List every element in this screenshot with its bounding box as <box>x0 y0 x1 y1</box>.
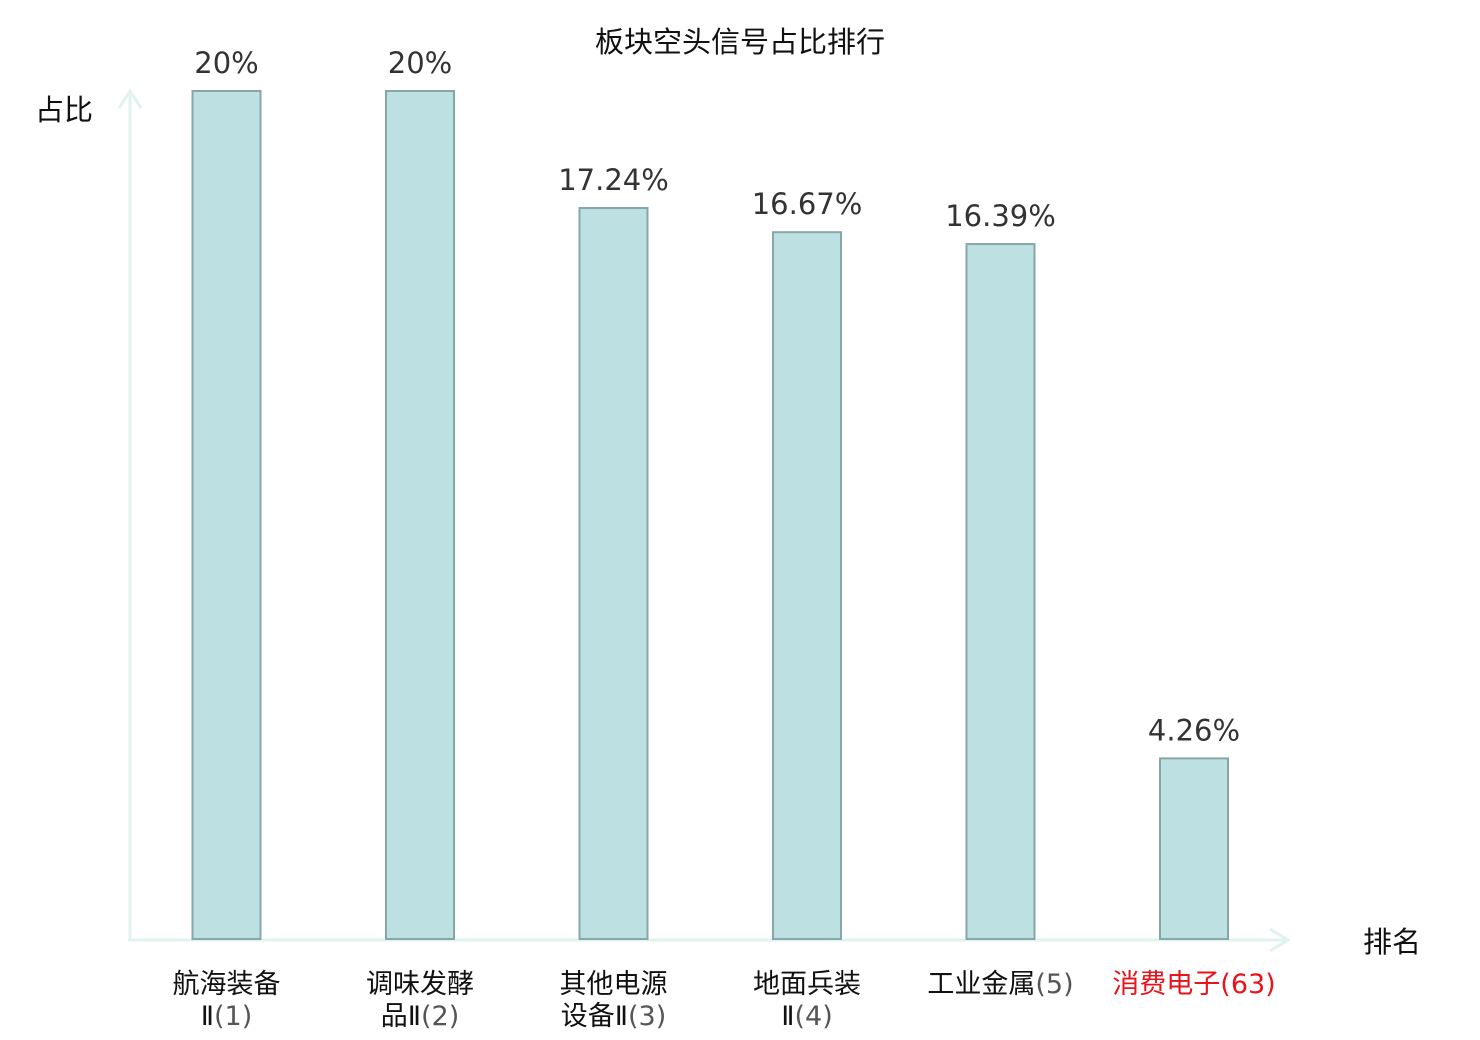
chart-title: 板块空头信号占比排行 <box>595 25 885 59</box>
category-label: 其他电源设备Ⅱ(3) <box>560 969 668 1032</box>
bar <box>578 207 649 941</box>
category-label: 消费电子(63) <box>1112 969 1275 1000</box>
bar-value-label: 20% <box>388 46 452 80</box>
x-axis-arrow <box>1269 927 1291 953</box>
y-axis-label: 占比 <box>35 93 93 127</box>
bar <box>385 90 455 940</box>
bar <box>965 243 1036 940</box>
x-axis-label: 排名 <box>1363 925 1421 959</box>
bar <box>1159 757 1229 940</box>
bar-value-label: 17.24% <box>558 163 669 197</box>
category-label: 航海装备 Ⅱ(1) <box>173 969 281 1032</box>
y-axis-arrow <box>117 88 143 109</box>
bar-value-label: 4.26% <box>1148 713 1240 747</box>
value-labels-group: 20% 20% 17.24% 16.67% 16.39% 4.26% <box>194 46 1240 747</box>
bar <box>191 90 262 940</box>
bar-value-label: 16.67% <box>752 187 863 221</box>
bar-value-label: 16.39% <box>945 199 1056 233</box>
category-label: 工业金属(5) <box>927 969 1073 1000</box>
bars-group <box>191 90 1229 941</box>
bar-value-label: 20% <box>194 46 258 80</box>
category-labels-group: 航海装备 Ⅱ(1) 调味发酵品Ⅱ(2) 其他电源设备Ⅱ(3) 地面兵装 Ⅱ(4) 工业金属(… <box>173 969 1276 1032</box>
category-label: 地面兵装 Ⅱ(4) <box>753 969 861 1032</box>
category-label: 调味发酵品Ⅱ(2) <box>366 969 474 1032</box>
bar <box>772 231 842 940</box>
